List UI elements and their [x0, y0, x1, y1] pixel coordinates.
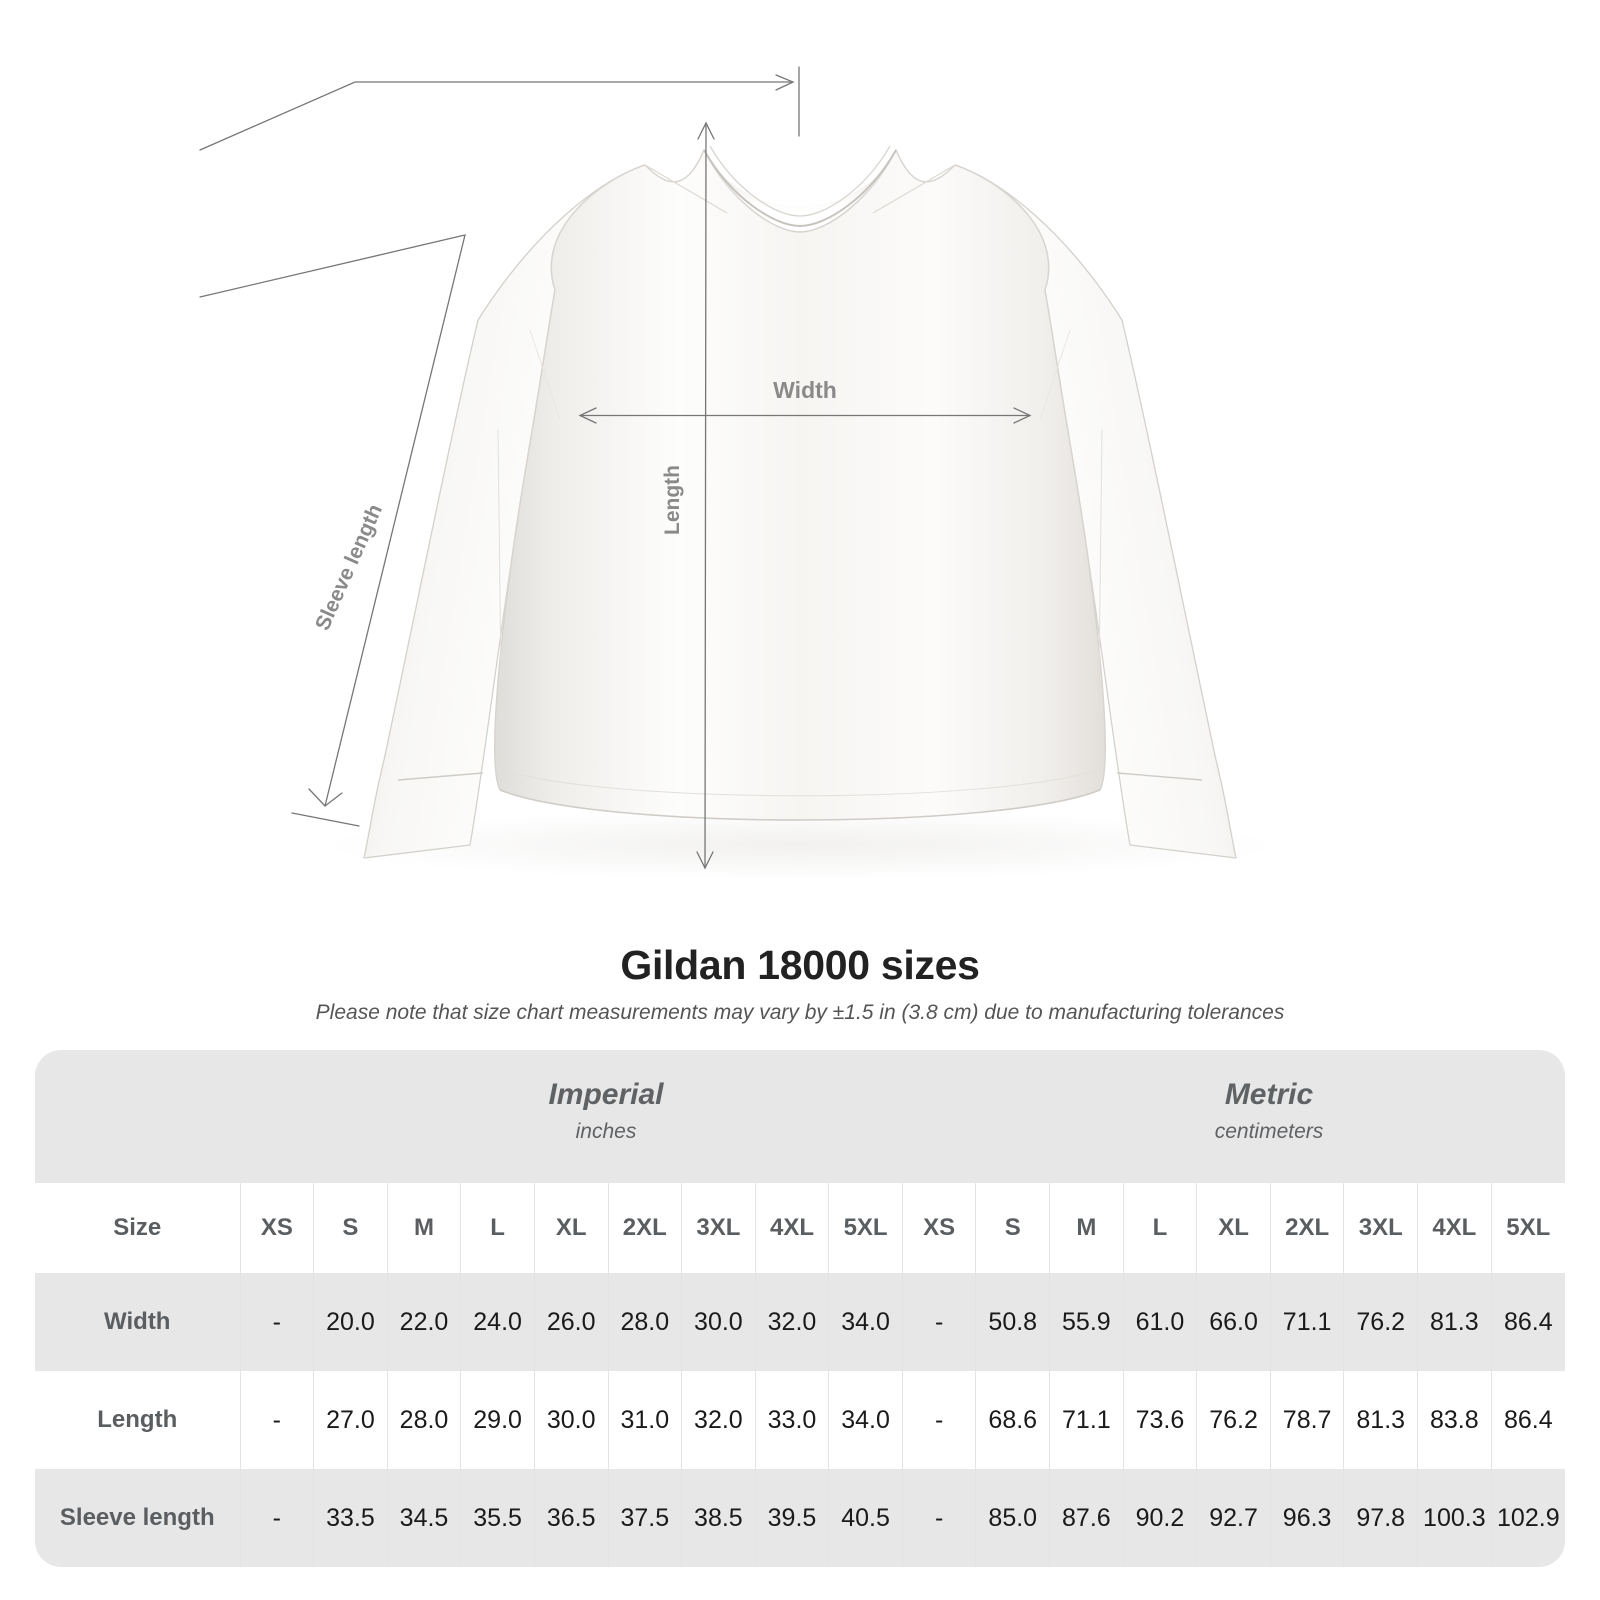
- svg-text:Length: Length: [661, 465, 684, 535]
- svg-text:Width: Width: [773, 377, 837, 403]
- svg-text:Sleeve length: Sleeve length: [311, 501, 387, 634]
